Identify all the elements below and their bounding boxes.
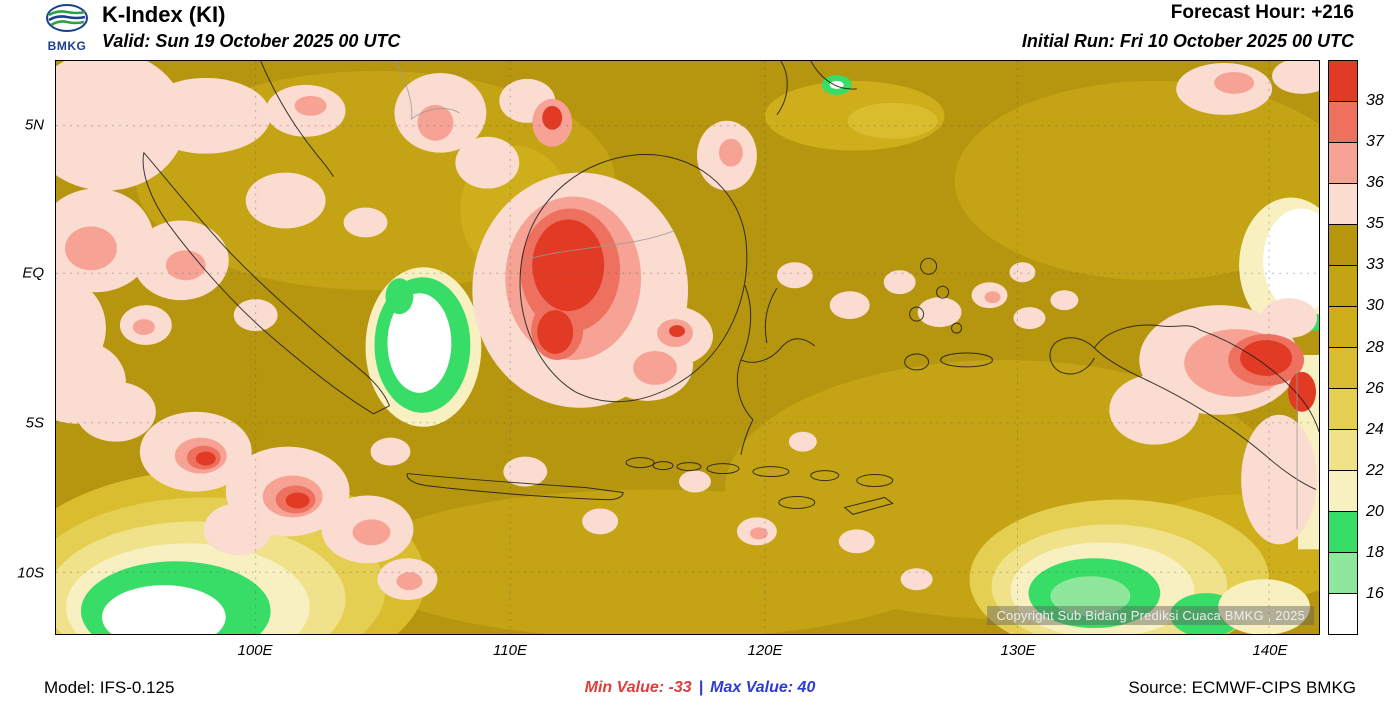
- forecast-hour: Forecast Hour: +216: [1170, 2, 1354, 23]
- colorbar-segment-3: [1329, 183, 1357, 224]
- header: BMKG K-Index (KI) Valid: Sun 19 October …: [0, 0, 1400, 58]
- x-tick-100E: 100E: [237, 642, 273, 659]
- colorbar-label-16: 16: [1366, 584, 1384, 602]
- colorbar-segment-2: [1329, 142, 1357, 183]
- source-label: Source: ECMWF-CIPS BMKG: [1128, 678, 1356, 697]
- map-area: 5N EQ 5S 10S: [0, 60, 1400, 666]
- red-cores: [195, 105, 1317, 509]
- x-axis-labels: 100E 110E 120E 130E 140E: [55, 637, 1320, 663]
- colorbar-label-30: 30: [1366, 297, 1384, 315]
- max-value-label: Max Value: 40: [710, 679, 816, 696]
- colorbar: [1328, 60, 1358, 635]
- colorbar-label-37: 37: [1366, 133, 1384, 151]
- colorbar-label-36: 36: [1366, 174, 1384, 192]
- y-tick-EQ: EQ: [22, 264, 44, 282]
- minmax-separator: |: [698, 679, 704, 696]
- page-title: K-Index (KI): [102, 2, 226, 27]
- colorbar-segment-5: [1329, 265, 1357, 306]
- colorbar-label-24: 24: [1366, 420, 1384, 438]
- valid-time: Valid: Sun 19 October 2025 00 UTC: [102, 31, 401, 51]
- colorbar-label-18: 18: [1366, 543, 1384, 561]
- colorbar-label-28: 28: [1366, 338, 1384, 356]
- coastlines: [142, 61, 1319, 530]
- colorbar-segment-6: [1329, 306, 1357, 347]
- footer: Model: IFS-0.125 Min Value: -33 | Max Valu…: [0, 676, 1400, 704]
- colorbar-segment-9: [1329, 429, 1357, 470]
- colorbar-segment-1: [1329, 101, 1357, 142]
- field-fill: [56, 61, 1319, 634]
- map-frame: Copyright Sub Bidang Prediksi Cuaca BMKG…: [55, 60, 1320, 635]
- colorbar-segment-4: [1329, 224, 1357, 265]
- y-axis-labels: 5N EQ 5S 10S: [0, 60, 52, 635]
- y-tick-5S: 5S: [25, 414, 44, 432]
- colorbar-label-20: 20: [1366, 502, 1384, 520]
- y-tick-10S: 10S: [17, 564, 44, 582]
- colorbar-label-26: 26: [1366, 379, 1384, 397]
- y-tick-5N: 5N: [24, 116, 44, 134]
- bmkg-logo: BMKG: [42, 3, 92, 53]
- colorbar-segment-12: [1329, 552, 1357, 593]
- colorbar-segment-8: [1329, 388, 1357, 429]
- x-tick-130E: 130E: [1000, 642, 1036, 659]
- colorbar-label-38: 38: [1366, 92, 1384, 110]
- copyright-note: Copyright Sub Bidang Prediksi Cuaca BMKG…: [987, 606, 1314, 625]
- x-tick-120E: 120E: [747, 642, 783, 659]
- x-tick-110E: 110E: [493, 642, 527, 659]
- model-label: Model: IFS-0.125: [44, 678, 175, 697]
- colorbar-segment-10: [1329, 470, 1357, 511]
- min-value-label: Min Value: -33: [584, 679, 692, 696]
- colorbar-segment-7: [1329, 347, 1357, 388]
- colorbar-labels: 38 37 36 35 33 30 28 26 24 22 20 18 16: [1366, 60, 1400, 635]
- colorbar-label-35: 35: [1366, 215, 1384, 233]
- grid-lines: [56, 61, 1319, 634]
- kindex-map-svg: [56, 61, 1319, 634]
- colorbar-segment-0: [1329, 61, 1357, 101]
- colorbar-segment-11: [1329, 511, 1357, 552]
- colorbar-label-33: 33: [1366, 256, 1384, 274]
- minmax-values: Min Value: -33 | Max Value: 40: [585, 679, 816, 697]
- x-tick-140E: 140E: [1252, 642, 1288, 659]
- bmkg-logo-text: BMKG: [47, 39, 87, 53]
- bmkg-logo-icon: [46, 4, 88, 32]
- initial-run: Initial Run: Fri 10 October 2025 00 UTC: [1021, 31, 1354, 51]
- colorbar-label-22: 22: [1366, 461, 1384, 479]
- colorbar-segment-13: [1329, 593, 1357, 634]
